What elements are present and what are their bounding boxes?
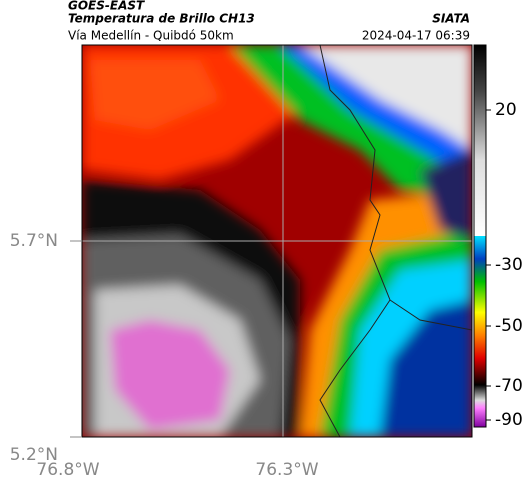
lat-label: 5.2°N <box>10 445 58 465</box>
satellite-image <box>82 45 472 437</box>
colorbar-label: -50 <box>495 316 523 336</box>
border-line <box>319 45 391 437</box>
lon-label: 76.3°W <box>255 460 318 480</box>
satellite: GOES-EAST <box>68 0 145 13</box>
source: SIATA <box>432 12 470 26</box>
colorbar-label: -30 <box>495 255 523 275</box>
lon-label: 76.8°W <box>36 460 99 480</box>
datetime: 2024-04-17 06:39 <box>362 29 470 43</box>
product: Temperatura de Brillo CH13 <box>68 12 255 26</box>
border-line <box>389 299 472 331</box>
colorbar <box>473 44 487 428</box>
colorbar-label: -90 <box>495 410 523 430</box>
colorbar-label: -70 <box>495 376 523 396</box>
region: Vía Medellín - Quibdó 50km <box>68 29 234 43</box>
colorbar-label: 20 <box>495 100 517 120</box>
lat-label: 5.7°N <box>10 231 58 251</box>
